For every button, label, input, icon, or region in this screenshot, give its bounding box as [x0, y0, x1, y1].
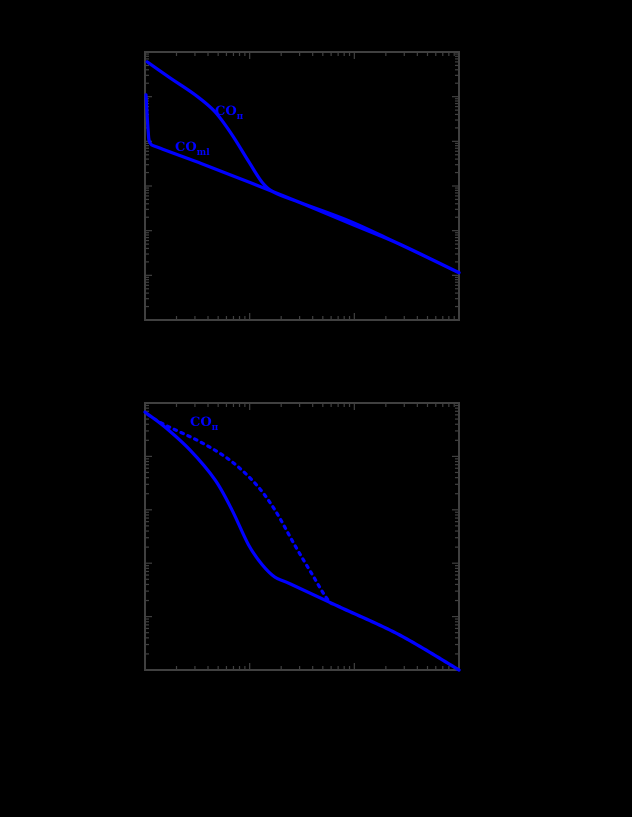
series-line — [145, 60, 461, 275]
curve-label: COπ — [190, 415, 219, 433]
series-line — [143, 410, 461, 672]
curve-label: COml — [175, 140, 210, 158]
series-line — [144, 93, 461, 275]
curve-label: COπ — [215, 104, 244, 122]
plot-frame — [144, 402, 460, 671]
top-panel: COπ COml — [144, 51, 461, 321]
series-line — [146, 413, 461, 672]
bottom-panel: COπ — [143, 402, 461, 672]
